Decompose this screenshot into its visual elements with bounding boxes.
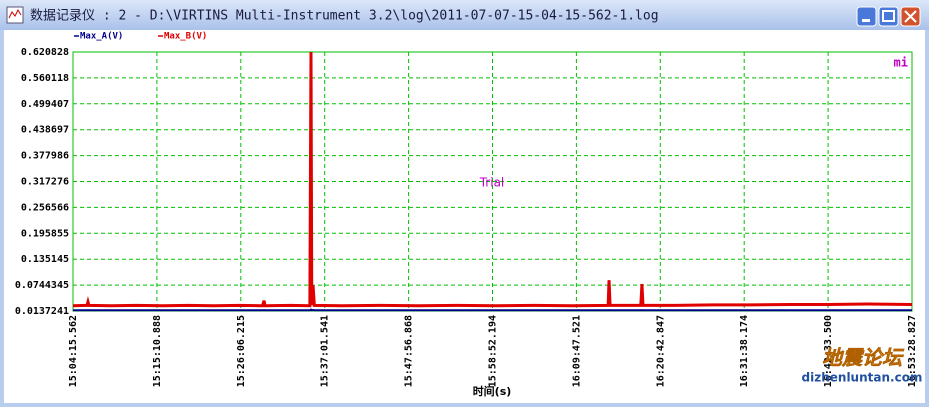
x-tick-label: 16:31:38.174: [739, 315, 750, 387]
app-icon-graph: [8, 8, 22, 19]
x-tick-label: 15:47:56.868: [404, 315, 415, 387]
x-tick-label: 16:20:42.847: [655, 315, 666, 387]
annotation: Trial: [479, 176, 505, 190]
close-glyph: [904, 10, 917, 23]
x-tick-label: 15:26:06.215: [236, 315, 247, 387]
x-tick-label: 16:53:28.827: [907, 315, 918, 387]
maximize-button[interactable]: [878, 6, 899, 27]
y-tick-label: 0.0744345: [15, 280, 69, 291]
legend-label: Max_A(V): [80, 32, 123, 42]
client-area: [4, 30, 925, 403]
legend-label: Max_B(V): [164, 32, 207, 42]
watermark-site: dizhenluntan.com: [802, 371, 923, 385]
x-tick-label: 15:58:52.194: [487, 315, 498, 387]
y-tick-label: 0.377986: [21, 151, 69, 162]
series-line: [72, 308, 913, 312]
y-tick-label: 0.195855: [21, 228, 69, 239]
x-tick-label: 15:15:10.888: [152, 315, 163, 387]
title-bar: [0, 0, 929, 30]
y-tick-label: 0.499407: [21, 99, 69, 110]
y-tick-label: 0.0137241: [15, 306, 69, 317]
watermark-logo: 地震论坛: [822, 346, 905, 370]
x-tick-label: 16:42:33.500: [823, 315, 834, 387]
x-tick-label: 15:37:01.541: [320, 315, 331, 387]
minimize-glyph: [862, 19, 870, 22]
window-buttons[interactable]: [856, 6, 921, 27]
series-line: [72, 51, 913, 308]
y-tick-label: 0.620828: [21, 47, 69, 58]
x-axis-label: 时间(s): [473, 384, 512, 398]
annotation: mi: [894, 56, 908, 70]
minimize-button[interactable]: [856, 6, 877, 27]
x-tick-label: 15:04:15.562: [68, 315, 79, 387]
y-tick-label: 0.438697: [21, 125, 69, 136]
y-tick-label: 0.135145: [21, 254, 69, 265]
window-title: 数据记录仪 : 2 - D:\VIRTINS Multi-Instrument …: [30, 9, 659, 24]
y-tick-label: 0.256566: [21, 202, 69, 213]
maximize-glyph: [882, 10, 895, 22]
y-tick-label: 0.560118: [21, 73, 69, 84]
x-tick-label: 16:09:47.521: [571, 315, 582, 387]
y-tick-label: 0.317276: [21, 177, 69, 188]
